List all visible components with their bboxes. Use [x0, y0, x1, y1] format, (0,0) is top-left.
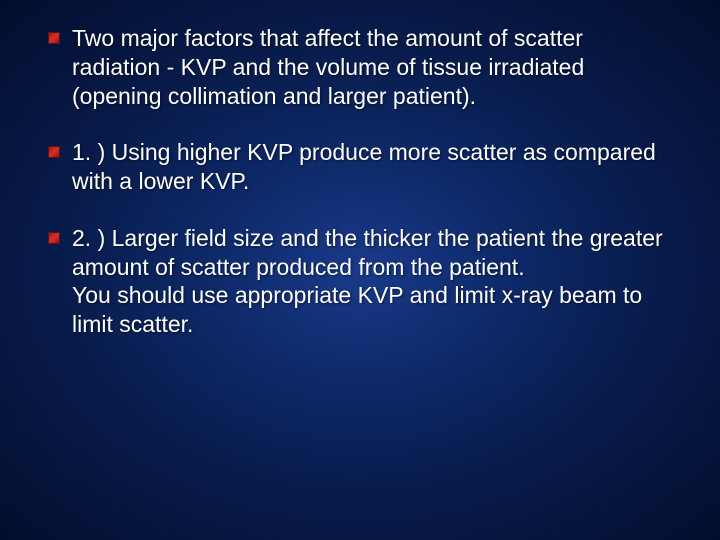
bullet-item: Two major factors that affect the amount…	[48, 24, 672, 110]
bullet-marker-icon	[48, 146, 60, 158]
bullet-marker-icon	[48, 232, 60, 244]
slide-content: Two major factors that affect the amount…	[0, 0, 720, 391]
bullet-marker-icon	[48, 32, 60, 44]
bullet-item: 1. ) Using higher KVP produce more scatt…	[48, 138, 672, 196]
bullet-text: 1. ) Using higher KVP produce more scatt…	[72, 138, 672, 196]
bullet-text: Two major factors that affect the amount…	[72, 24, 672, 110]
bullet-item: 2. ) Larger field size and the thicker t…	[48, 224, 672, 339]
bullet-text: 2. ) Larger field size and the thicker t…	[72, 224, 672, 339]
